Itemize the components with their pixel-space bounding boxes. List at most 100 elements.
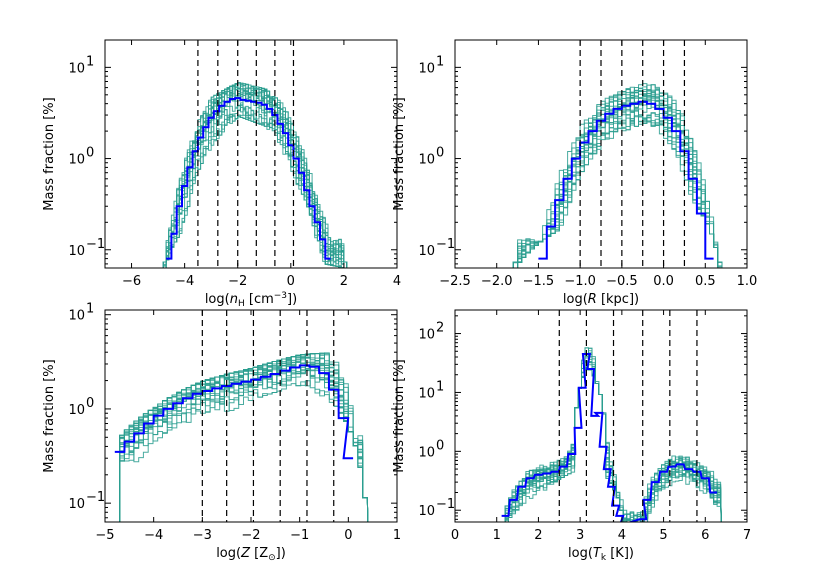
x-axis-label: log(R [kpc]): [563, 292, 639, 307]
x-tick-label: 0: [451, 528, 459, 543]
x-tick-label: −1: [290, 528, 309, 543]
x-axis-label-part: ]): [624, 546, 634, 561]
x-tick-label: 3: [576, 528, 584, 543]
y-tick-exponent: 0: [436, 438, 444, 453]
x-tick-label: 0.5: [695, 274, 716, 289]
x-tick-label: −5: [95, 528, 114, 543]
y-tick-label: 10: [418, 244, 435, 259]
x-axis-label-part: [cm: [245, 292, 274, 307]
y-tick-label: 10: [68, 244, 85, 259]
axes-frame: [454, 309, 748, 523]
y-tick-label: 10: [418, 153, 435, 168]
realization-histogram: [162, 98, 348, 268]
x-axis-label-part: ]): [629, 292, 639, 307]
x-tick-label: 0.0: [653, 274, 674, 289]
realization-histogram: [512, 116, 723, 268]
y-tick-exponent: 0: [86, 396, 94, 411]
x-axis-label-part: T: [593, 546, 602, 561]
x-tick-label: 1: [393, 528, 401, 543]
x-axis-label-part: [K: [606, 546, 624, 561]
x-axis-label-part: ⊙: [268, 553, 276, 563]
y-tick-label: 10: [68, 403, 85, 418]
plot-area: [501, 347, 722, 522]
y-tick-label: 10: [68, 153, 85, 168]
x-tick-label: 2: [340, 274, 348, 289]
y-tick-label: 10: [418, 328, 435, 343]
x-tick-label: 6: [701, 528, 709, 543]
realization-histogram: [162, 104, 348, 268]
x-tick-label: 7: [743, 528, 751, 543]
y-tick-exponent: 1: [86, 54, 94, 69]
y-tick-label: 10: [418, 61, 435, 76]
x-axis-label-part: log(: [568, 546, 593, 561]
x-axis-label-part: n: [230, 292, 238, 307]
y-tick-exponent: 2: [436, 321, 444, 336]
x-tick-label: 0: [287, 274, 295, 289]
realization-histogram: [512, 118, 723, 268]
x-tick-label: 2: [534, 528, 542, 543]
x-axis-label-part: R: [588, 292, 597, 307]
realization-histogram: [162, 94, 348, 268]
x-tick-label: −2: [241, 528, 260, 543]
realization-histogram: [119, 353, 369, 522]
x-axis-label-part: H: [238, 299, 245, 309]
x-axis-label-part: [kpc: [597, 292, 629, 307]
x-axis-label-part: log(: [216, 546, 241, 561]
x-axis-label: log(Tk [K]): [568, 546, 634, 563]
x-axis-label-part: ]): [276, 546, 286, 561]
y-axis-label: Mass fraction [%]: [42, 359, 57, 472]
x-tick-label: −2.0: [481, 274, 513, 289]
median-line: [501, 353, 718, 522]
x-tick-label: −1.0: [564, 274, 596, 289]
realization-histogram: [512, 110, 723, 268]
x-axis-label-part: k: [601, 553, 607, 563]
y-tick-exponent: −1: [86, 237, 105, 252]
median-line: [114, 364, 354, 460]
x-tick-label: −4: [144, 528, 163, 543]
median-line: [538, 100, 714, 260]
y-tick-label: 10: [418, 386, 435, 401]
x-tick-label: −6: [122, 274, 141, 289]
plot-area: [114, 352, 369, 522]
realization-histogram: [119, 353, 369, 522]
realization-histogram: [162, 108, 348, 268]
realization-histogram: [119, 366, 369, 522]
x-tick-label: −4: [175, 274, 194, 289]
x-tick-label: 1.0: [737, 274, 758, 289]
y-tick-exponent: −1: [436, 237, 455, 252]
x-axis-label-part: log(: [563, 292, 588, 307]
y-tick-exponent: −1: [86, 490, 105, 505]
y-tick-label: 10: [68, 61, 85, 76]
y-tick-exponent: 1: [86, 302, 94, 317]
x-axis-label-part: [Z: [250, 546, 268, 561]
x-tick-label: 4: [393, 274, 401, 289]
y-tick-label: 10: [68, 497, 85, 512]
realization-histogram: [504, 354, 722, 522]
x-tick-label: −3: [193, 528, 212, 543]
y-axis-label: Mass fraction [%]: [392, 97, 407, 210]
x-tick-label: 1: [493, 528, 501, 543]
x-axis-label-part: Z: [240, 546, 251, 561]
y-tick-label: 10: [68, 309, 85, 324]
y-axis-label: Mass fraction [%]: [392, 359, 407, 472]
x-axis-label-part: log(: [205, 292, 230, 307]
x-tick-label: 5: [659, 528, 667, 543]
x-tick-label: 4: [618, 528, 626, 543]
plot-area: [162, 82, 348, 268]
y-tick-exponent: 1: [436, 54, 444, 69]
x-tick-label: −2: [228, 274, 247, 289]
x-tick-label: 0: [344, 528, 352, 543]
realization-histogram: [119, 364, 369, 522]
median-line: [166, 97, 331, 260]
y-tick-label: 10: [418, 504, 435, 519]
realization-histogram: [119, 380, 369, 522]
realization-histogram: [513, 108, 723, 268]
x-axis-label-part: ]): [287, 292, 297, 307]
realization-histogram: [162, 114, 348, 268]
y-tick-exponent: 1: [436, 379, 444, 394]
y-tick-label: 10: [418, 445, 435, 460]
